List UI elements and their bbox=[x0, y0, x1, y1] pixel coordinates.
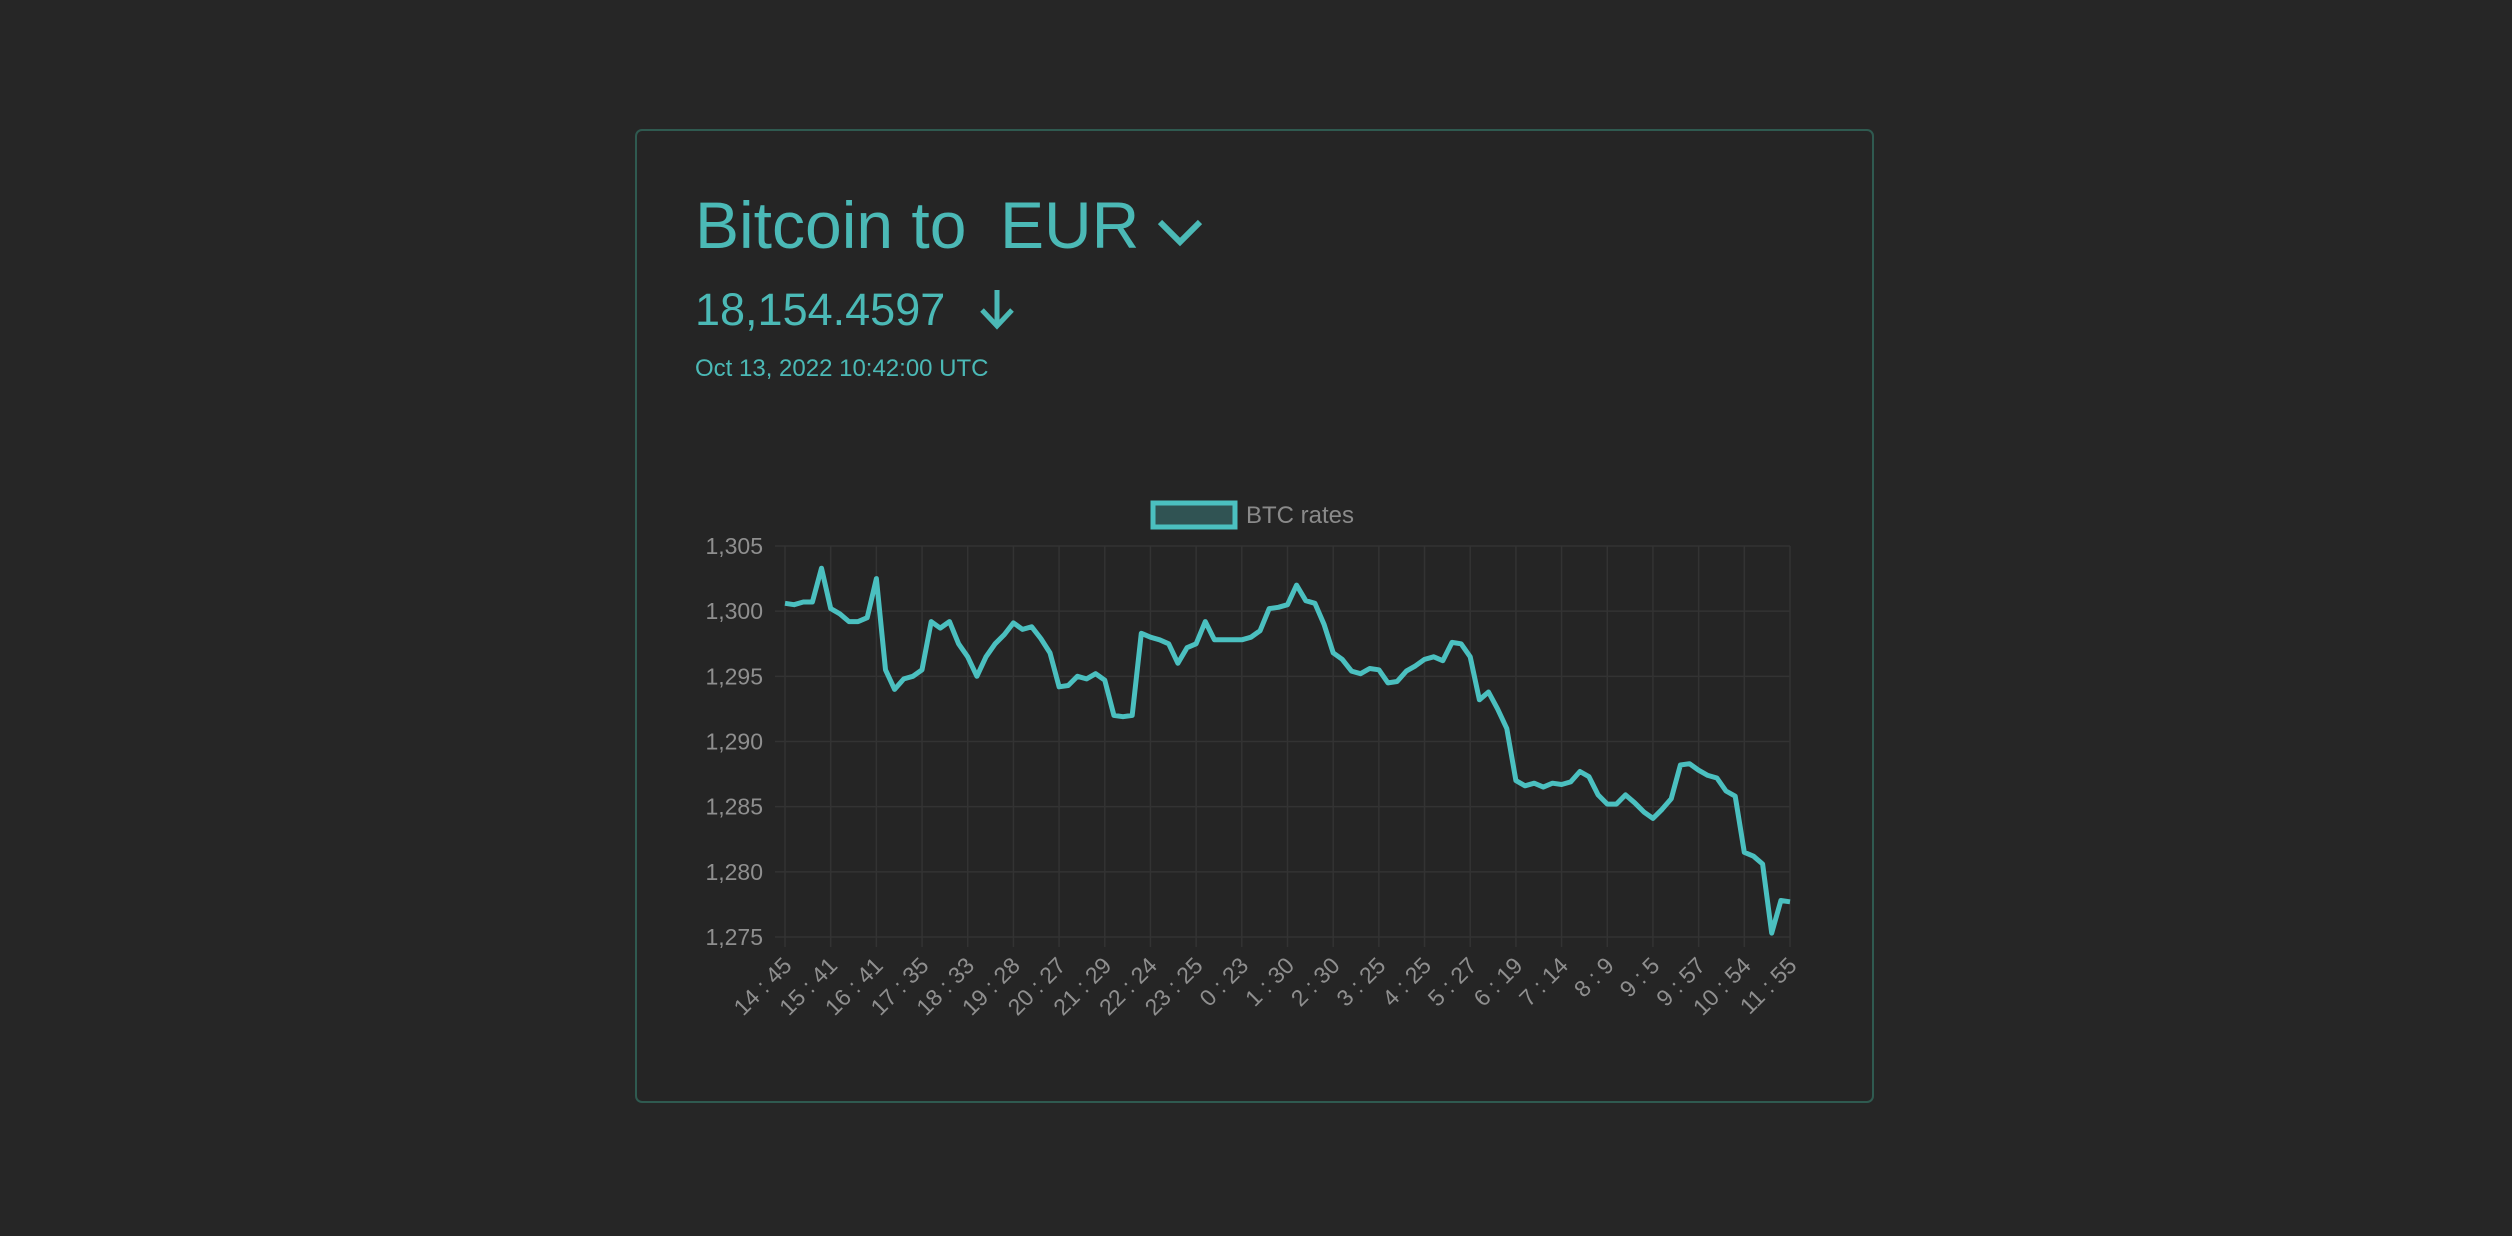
price: 18,154.4597 bbox=[695, 284, 945, 335]
y-tick-label: 1,285 bbox=[705, 794, 763, 820]
currency-select[interactable]: EUR bbox=[1000, 188, 1139, 262]
title: Bitcoin to bbox=[695, 188, 966, 262]
card bbox=[635, 129, 1874, 1103]
y-tick-label: 1,300 bbox=[705, 598, 763, 624]
y-tick-label: 1,290 bbox=[705, 729, 763, 755]
legend-label[interactable]: BTC rates bbox=[1246, 502, 1354, 529]
y-tick-label: 1,275 bbox=[705, 924, 763, 950]
trend-arrow bbox=[980, 290, 1014, 330]
series-line bbox=[784, 565, 1791, 936]
timestamp: Oct 13, 2022 10:42:00 UTC bbox=[695, 355, 989, 382]
legend-swatch[interactable] bbox=[1150, 500, 1238, 530]
dropdown-chevron[interactable] bbox=[1157, 219, 1203, 247]
y-tick-label: 1,305 bbox=[705, 533, 763, 559]
y-tick-label: 1,280 bbox=[705, 859, 763, 885]
y-tick-label: 1,295 bbox=[705, 663, 763, 689]
